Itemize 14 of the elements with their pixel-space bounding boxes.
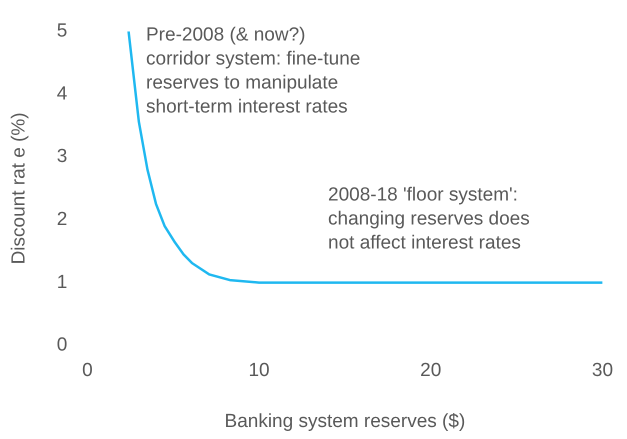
y-tick-label: 3: [56, 146, 68, 168]
x-axis-title: Banking system reserves ($): [224, 410, 466, 432]
y-tick-label: 1: [56, 272, 68, 293]
annotation: Pre-2008 (& now?) corridor system: fine-tune reserves to manipulate short-term interest rates: [146, 24, 360, 118]
x-tick-label: 10: [248, 360, 270, 382]
y-axis-title: Discount rat e (%): [8, 112, 30, 264]
annotation: 2008-18 'floor system': changing reserves does not affect interest rates: [328, 184, 530, 254]
x-tick-label: 30: [592, 360, 614, 382]
y-tick-label: 5: [56, 20, 68, 42]
x-tick-label: 20: [420, 360, 442, 382]
x-tick-label: 0: [82, 360, 93, 382]
y-tick-label: 0: [56, 334, 68, 356]
y-tick-label: 4: [56, 83, 68, 104]
y-tick-label: 2: [56, 209, 68, 230]
